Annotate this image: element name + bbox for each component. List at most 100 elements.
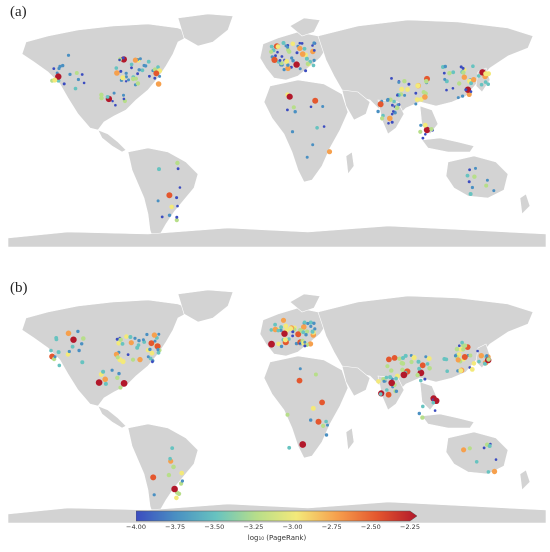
city-dot bbox=[415, 83, 421, 89]
colorbar-gradient bbox=[135, 510, 418, 522]
city-dot bbox=[405, 87, 410, 92]
city-dot bbox=[286, 108, 289, 112]
colorbar-tick: −3.25 bbox=[243, 523, 264, 531]
city-dot bbox=[148, 340, 155, 347]
colorbar-tick: −2.50 bbox=[360, 523, 381, 531]
city-dot bbox=[444, 357, 449, 362]
city-dot bbox=[487, 444, 492, 448]
city-dot bbox=[461, 94, 465, 98]
city-dot bbox=[287, 445, 292, 450]
city-dot bbox=[382, 379, 386, 383]
city-dot bbox=[112, 91, 116, 95]
city-dot bbox=[423, 377, 427, 381]
city-dot bbox=[118, 337, 123, 342]
city-dot bbox=[392, 110, 395, 113]
madagascar bbox=[345, 427, 355, 451]
city-dot bbox=[460, 340, 464, 345]
city-dot bbox=[305, 155, 309, 159]
city-dot bbox=[486, 357, 491, 362]
city-dot bbox=[295, 51, 299, 55]
city-dot bbox=[399, 360, 405, 366]
panel-label-b: (b) bbox=[10, 280, 28, 296]
city-dot bbox=[276, 328, 281, 333]
city-dot bbox=[305, 61, 310, 66]
city-dot bbox=[285, 65, 291, 72]
pagerank-dots-a bbox=[50, 41, 496, 223]
city-dot bbox=[467, 446, 472, 451]
city-dot bbox=[304, 56, 309, 61]
city-dot bbox=[431, 400, 436, 405]
city-dot bbox=[73, 86, 78, 91]
city-dot bbox=[491, 468, 498, 475]
city-dot bbox=[65, 330, 72, 337]
city-dot bbox=[174, 495, 179, 501]
city-dot bbox=[171, 485, 178, 493]
city-dot bbox=[443, 64, 447, 69]
city-dot bbox=[284, 44, 288, 48]
city-dot bbox=[70, 336, 77, 343]
arabian-peninsula bbox=[341, 89, 371, 121]
city-dot bbox=[376, 379, 381, 384]
city-dot bbox=[155, 81, 162, 87]
colorbar: −4.00 −3.75 −3.50 −3.25 −3.00 −2.75 −2.50 −2.25… bbox=[126, 509, 420, 549]
city-dot bbox=[458, 368, 464, 374]
city-dot bbox=[95, 379, 103, 386]
city-dot bbox=[295, 331, 302, 338]
city-dot bbox=[467, 180, 471, 184]
city-dot bbox=[424, 355, 428, 359]
city-dot bbox=[283, 323, 289, 329]
city-dot bbox=[429, 127, 434, 132]
city-dot bbox=[275, 44, 281, 50]
city-dot bbox=[119, 69, 123, 73]
city-dot bbox=[128, 340, 134, 346]
city-dot bbox=[131, 76, 136, 82]
city-dot bbox=[130, 66, 133, 70]
south-america bbox=[127, 147, 199, 243]
city-dot bbox=[70, 344, 75, 349]
city-dot bbox=[390, 77, 393, 80]
city-dot bbox=[299, 51, 306, 57]
city-dot bbox=[466, 91, 472, 97]
city-dot bbox=[309, 105, 313, 109]
city-dot bbox=[156, 350, 161, 355]
city-dot bbox=[445, 88, 448, 92]
city-dot bbox=[124, 334, 129, 339]
city-dot bbox=[269, 49, 274, 54]
city-dot bbox=[178, 186, 182, 189]
city-dot bbox=[122, 97, 126, 101]
city-dot bbox=[137, 338, 141, 343]
city-dot bbox=[151, 360, 154, 364]
city-dot bbox=[307, 341, 314, 347]
city-dot bbox=[311, 44, 314, 47]
city-dot bbox=[479, 82, 484, 87]
australia bbox=[445, 431, 509, 475]
city-dot bbox=[456, 96, 460, 100]
city-dot bbox=[401, 356, 405, 360]
city-dot bbox=[120, 342, 125, 346]
city-dot bbox=[384, 375, 389, 380]
city-dot bbox=[291, 334, 294, 338]
city-dot bbox=[468, 192, 473, 196]
city-dot bbox=[281, 41, 286, 45]
central-america bbox=[97, 405, 127, 429]
city-dot bbox=[326, 149, 333, 155]
city-dot bbox=[169, 204, 174, 210]
scandinavia bbox=[289, 17, 321, 37]
city-dot bbox=[389, 368, 394, 373]
city-dot bbox=[453, 354, 458, 358]
city-dot bbox=[469, 90, 473, 93]
city-dot bbox=[77, 348, 81, 353]
city-dot bbox=[312, 58, 316, 63]
city-dot bbox=[52, 67, 56, 70]
city-dot bbox=[114, 70, 120, 76]
central-america bbox=[97, 129, 127, 153]
city-dot bbox=[135, 345, 140, 350]
city-dot bbox=[176, 204, 179, 208]
city-dot bbox=[166, 192, 173, 199]
city-dot bbox=[278, 59, 282, 62]
city-dot bbox=[122, 93, 125, 97]
city-dot bbox=[483, 361, 487, 366]
city-dot bbox=[118, 58, 121, 62]
city-dot bbox=[391, 355, 398, 361]
city-dot bbox=[293, 61, 300, 68]
